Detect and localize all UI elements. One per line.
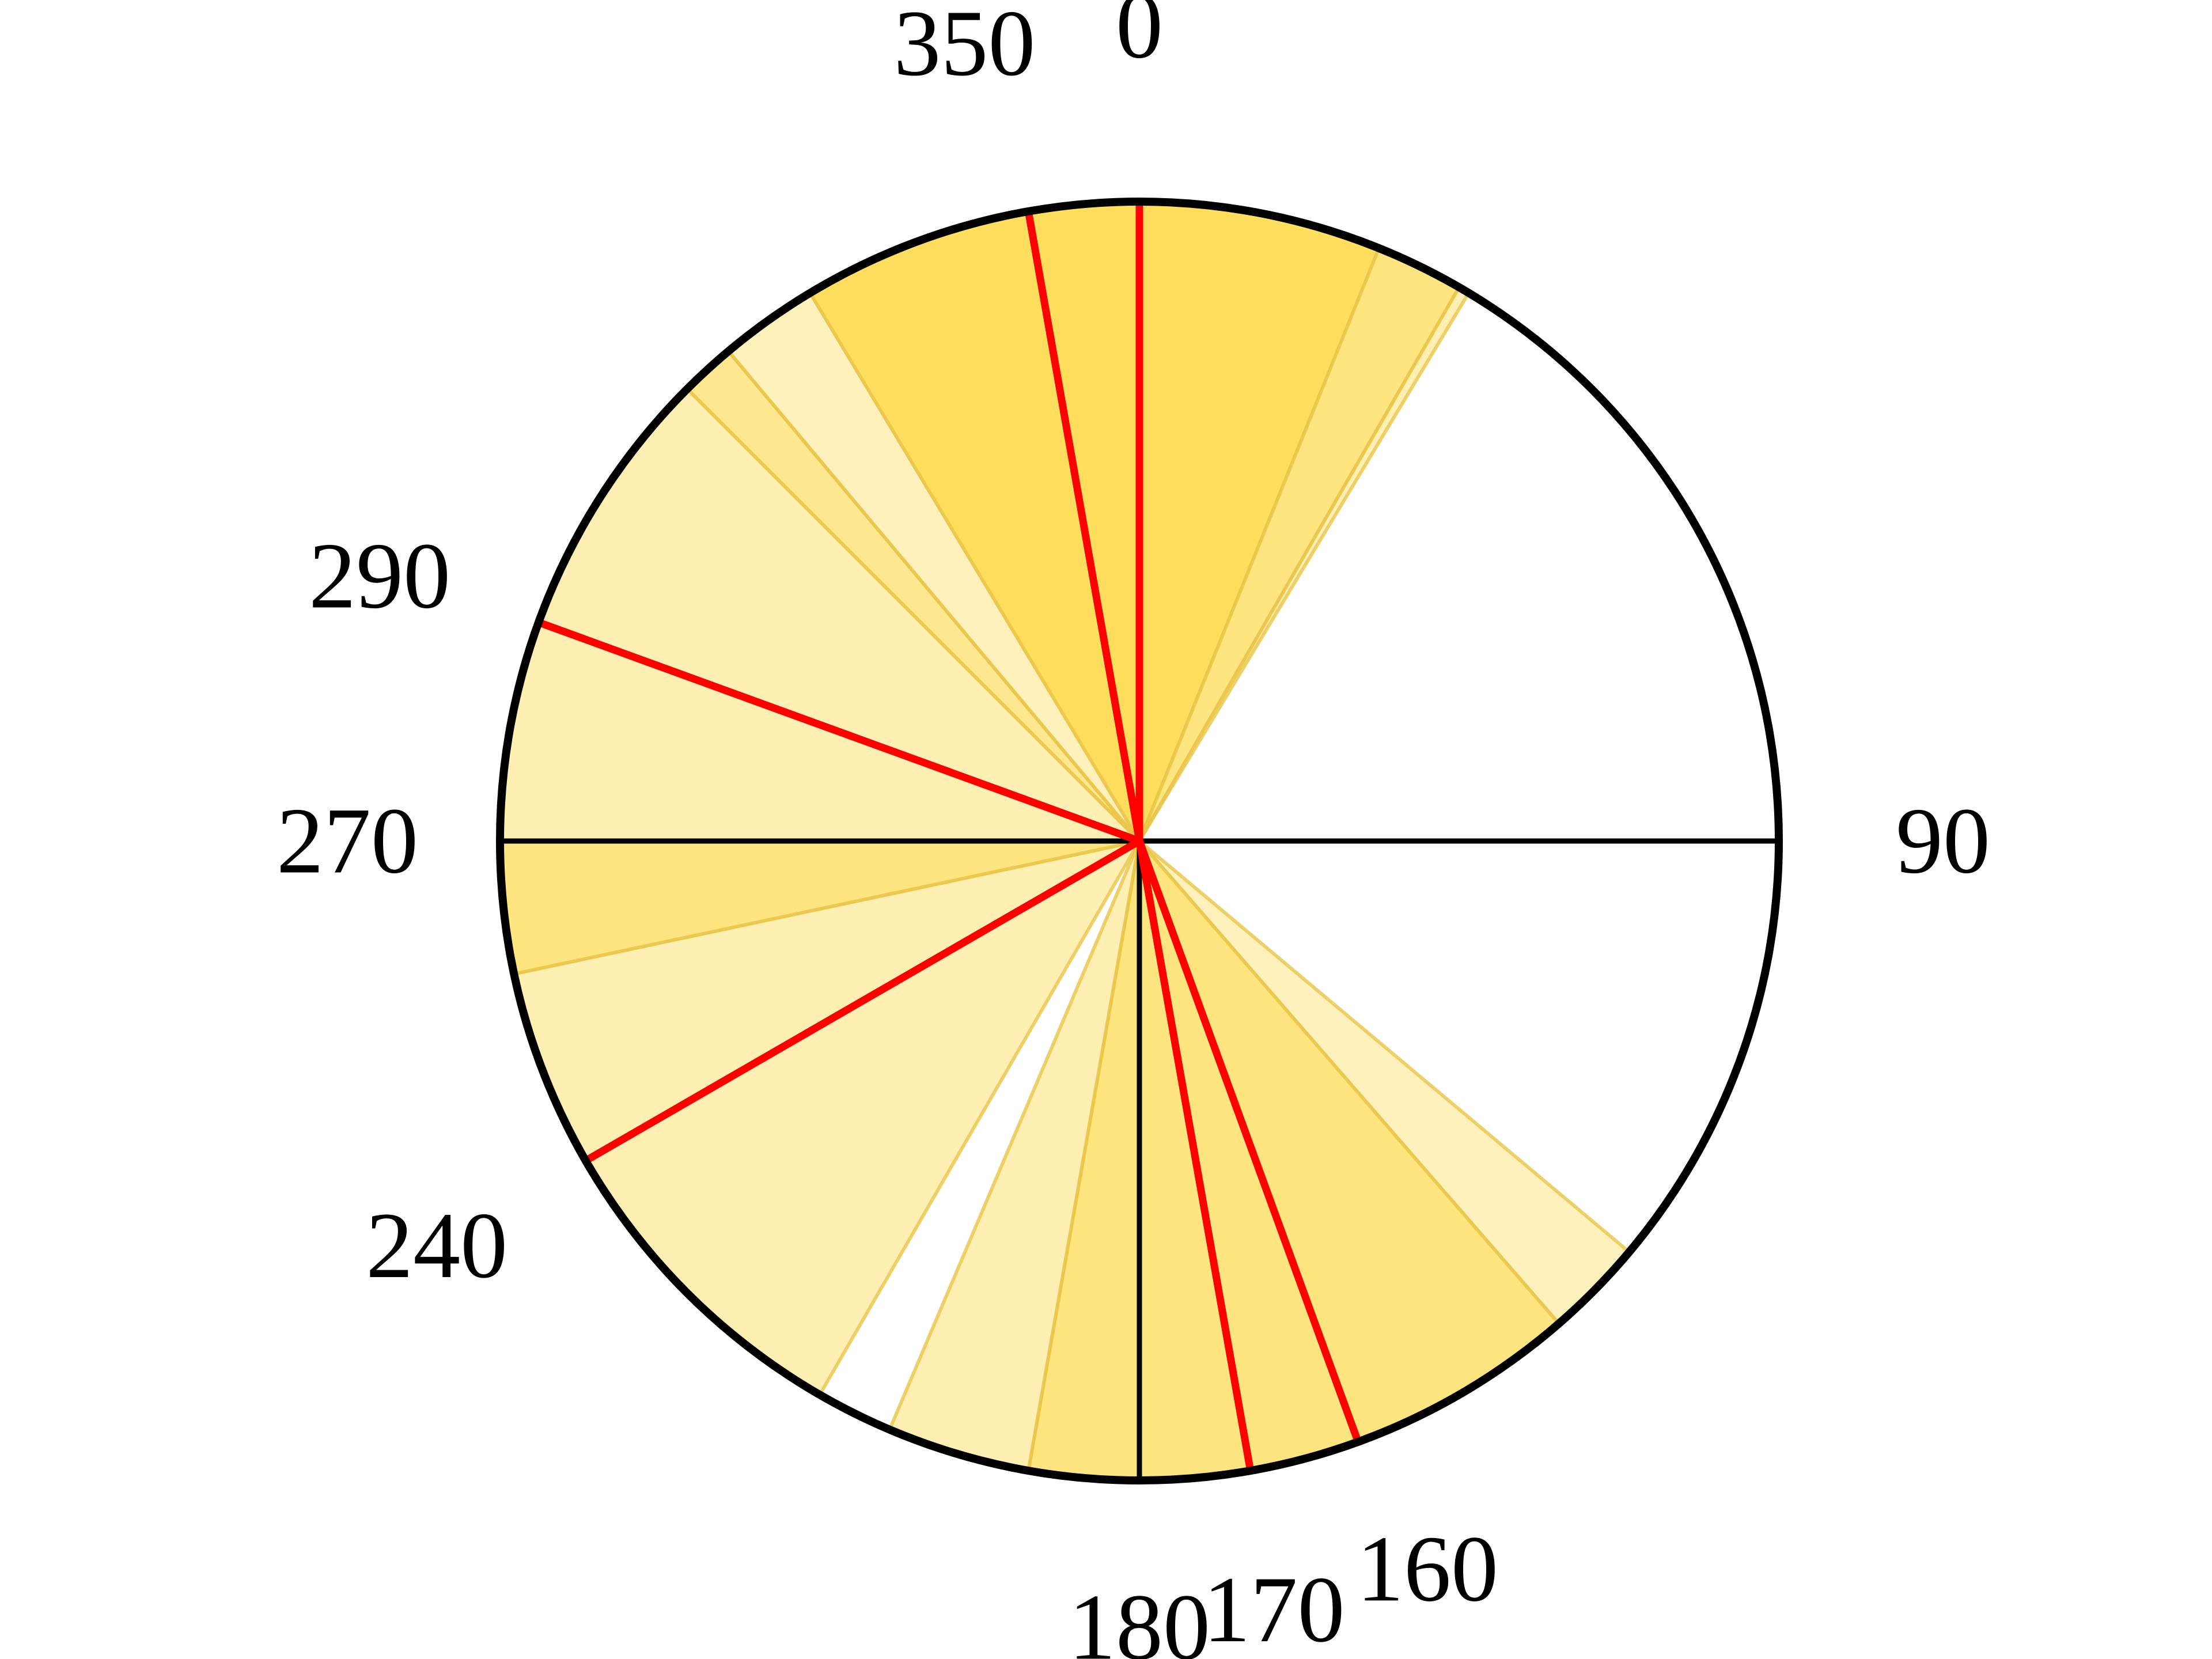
angle-label-0: 0 [1116,0,1163,78]
red-line-240 [584,838,1142,1164]
black-line-group [500,838,1779,1480]
red-line-290 [537,619,1141,845]
angle-label-350: 350 [893,0,1035,96]
angle-label-240: 240 [366,1194,507,1298]
red-line-170 [1135,840,1255,1472]
sector-0-22 [1138,199,1381,842]
red-line-group [537,202,1362,1472]
angle-label-290: 290 [309,524,450,628]
angle-label-180: 180 [1069,1575,1210,1659]
angle-label-160: 160 [1357,1517,1498,1621]
angle-label-90: 90 [1896,789,1990,893]
red-line-160 [1135,839,1362,1444]
outer-circle [496,198,1783,1484]
red-line-350 [1024,210,1143,842]
angle-label-270: 270 [276,789,418,893]
angle-label-170: 170 [1203,1558,1345,1659]
